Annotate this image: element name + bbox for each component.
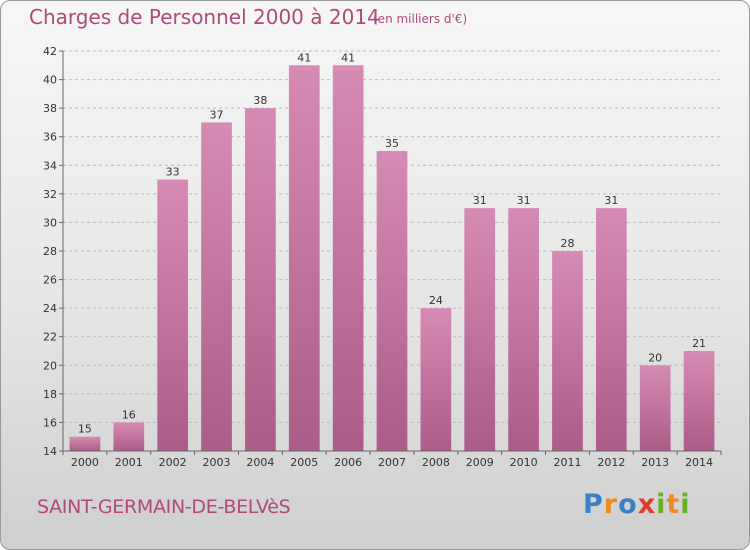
bar-value-label: 41: [341, 51, 355, 64]
y-tick-label: 24: [43, 302, 57, 315]
x-tick-label: 2008: [422, 456, 450, 469]
y-tick-label: 30: [43, 216, 57, 229]
x-tick-label: 2006: [334, 456, 362, 469]
bar-value-label: 31: [473, 194, 487, 207]
bar-2010: [508, 208, 539, 451]
bar-value-label: 38: [253, 94, 267, 107]
bar-2003: [201, 122, 232, 451]
bar-2014: [683, 351, 715, 451]
x-tick-label: 2011: [553, 456, 581, 469]
logo-letter: x: [637, 489, 657, 520]
y-tick-label: 28: [43, 245, 57, 258]
y-tick-label: 40: [43, 74, 57, 87]
bar-2002: [157, 179, 189, 452]
chart-title: Charges de Personnel 2000 à 2014: [29, 5, 380, 29]
bar-value-label: 20: [648, 351, 662, 364]
y-tick-label: 20: [43, 359, 57, 372]
chart-subtitle: (en milliers d'€): [373, 12, 468, 26]
logo-letter: i: [680, 489, 691, 520]
bar-2005: [288, 65, 320, 452]
y-tick-label: 18: [43, 388, 57, 401]
x-tick-label: 2012: [597, 456, 625, 469]
bar-value-label: 31: [604, 194, 618, 207]
y-tick-label: 38: [43, 102, 57, 115]
bar-value-label: 37: [210, 108, 224, 121]
bar-2007: [376, 151, 408, 451]
y-tick-label: 36: [43, 131, 57, 144]
x-tick-label: 2005: [290, 456, 318, 469]
bar-2012: [595, 208, 627, 451]
bar-value-label: 15: [78, 423, 92, 436]
bar-2001: [113, 422, 145, 451]
y-tick-label: 22: [43, 331, 57, 344]
bar-value-label: 21: [692, 337, 706, 350]
logo-letter: t: [666, 489, 681, 520]
x-tick-label: 2010: [510, 456, 538, 469]
bar-2000: [69, 436, 101, 451]
bar-2009: [464, 208, 496, 451]
bar-2004: [245, 108, 276, 452]
y-tick-label: 42: [43, 45, 57, 58]
logo-letter: i: [656, 489, 667, 520]
bar-2011: [552, 251, 583, 451]
bar-value-label: 35: [385, 137, 399, 150]
x-tick-label: 2003: [203, 456, 231, 469]
commune-name: SAINT-GERMAIN-DE-BELVèS: [37, 496, 291, 518]
proxiti-logo: Proxiti: [583, 489, 691, 520]
axes: 14 16 18 20 22 24 26 28 30 32 34 36 38 40 42 2000 2001 20…: [43, 45, 722, 469]
x-tick-label: 2002: [159, 456, 187, 469]
bar-value-label: 24: [429, 294, 443, 307]
y-tick-label: 32: [43, 188, 57, 201]
logo-letter: r: [603, 489, 619, 520]
y-tick-label: 26: [43, 274, 57, 287]
x-tick-label: 2004: [246, 456, 274, 469]
y-tick-label: 14: [43, 445, 57, 458]
x-tick-label: 2000: [71, 456, 99, 469]
bar-2008: [420, 308, 452, 451]
x-tick-label: 2001: [115, 456, 143, 469]
bar-2013: [639, 365, 671, 451]
bar-2006: [332, 65, 364, 452]
x-tick-label: 2009: [466, 456, 494, 469]
logo-letter: o: [618, 489, 638, 520]
bar-value-label: 33: [166, 166, 180, 179]
logo-letter: P: [583, 489, 604, 520]
x-tick-label: 2014: [685, 456, 713, 469]
bars: 15 16 33 37 38 41 41 35 24 31 31 28 31 20 21: [69, 51, 715, 452]
bar-value-label: 41: [297, 51, 311, 64]
bar-value-label: 31: [517, 194, 531, 207]
x-tick-label: 2007: [378, 456, 406, 469]
x-tick-label: 2013: [641, 456, 669, 469]
y-tick-label: 16: [43, 416, 57, 429]
y-tick-label: 34: [43, 159, 57, 172]
bar-value-label: 28: [560, 237, 574, 250]
bar-value-label: 16: [122, 408, 136, 421]
